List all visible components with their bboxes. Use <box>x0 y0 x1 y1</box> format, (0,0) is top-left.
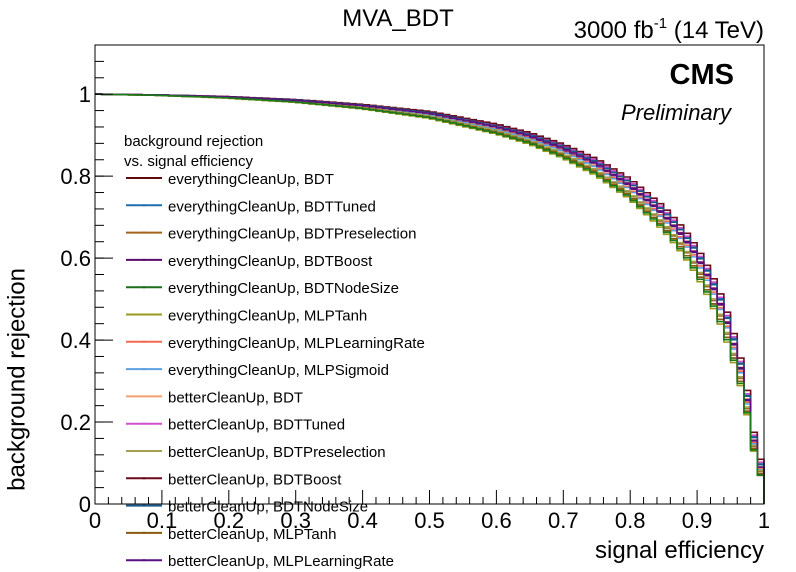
legend-marker <box>143 368 145 371</box>
x-tick-label: 0.7 <box>548 508 579 533</box>
legend-label: everythingCleanUp, MLPSigmoid <box>168 362 389 379</box>
lumi-label: 3000 fb-1 (14 TeV) <box>574 15 764 44</box>
legend-marker <box>143 450 145 452</box>
x-axis-ticks: 0 0.1 0.2 0.3 0.4 0.5 0.6 0.7 0.8 0.9 1 <box>89 490 770 533</box>
legend-marker <box>143 477 145 480</box>
legend-label: everythingCleanUp, BDTNodeSize <box>168 280 399 297</box>
x-tick-label: 0.8 <box>615 508 646 533</box>
legend-label: betterCleanUp, MLPLearningRate <box>168 553 394 570</box>
legend-label: betterCleanUp, MLPTanh <box>168 526 336 543</box>
legend-marker <box>143 395 145 398</box>
legend-header-line-1: background rejection <box>124 133 263 150</box>
legend-label: everythingCleanUp, MLPLearningRate <box>168 335 425 352</box>
legend-marker <box>143 313 145 316</box>
legend-marker <box>143 286 145 289</box>
x-tick-label: 0.3 <box>280 508 311 533</box>
legend-label: betterCleanUp, BDTNodeSize <box>168 499 368 516</box>
legend-label: everythingCleanUp, BDTBoost <box>168 253 373 270</box>
legend-marker <box>143 177 145 179</box>
y-tick-label: 0.2 <box>60 410 91 435</box>
legend-label: everythingCleanUp, MLPTanh <box>168 308 367 325</box>
legend-label: betterCleanUp, BDTPreselection <box>168 444 386 461</box>
x-tick-label: 0 <box>89 508 101 533</box>
legend-label: betterCleanUp, BDTBoost <box>168 471 342 488</box>
lumi-label-sup: -1 <box>654 15 667 32</box>
legend-entries: everythingCleanUp, BDT everythingCleanUp,… <box>126 171 425 570</box>
legend-label: everythingCleanUp, BDT <box>168 171 334 188</box>
legend-marker <box>143 504 145 507</box>
x-tick-label: 0.1 <box>147 508 178 533</box>
legend-marker <box>143 340 145 343</box>
y-axis-label: background rejection <box>3 268 30 491</box>
x-tick-label: 0.6 <box>481 508 512 533</box>
legend-label: betterCleanUp, BDT <box>168 389 303 406</box>
y-axis-ticks: 0 0.2 0.4 0.6 0.8 1 <box>60 44 113 517</box>
y-tick-label: 0 <box>79 492 91 517</box>
legend-label: betterCleanUp, BDTTuned <box>168 417 345 434</box>
legend-label: everythingCleanUp, BDTPreselection <box>168 226 416 243</box>
y-tick-label: 0.8 <box>60 164 91 189</box>
x-tick-label: 0.4 <box>347 508 378 533</box>
legend-marker <box>143 231 145 234</box>
x-tick-label: 0.9 <box>682 508 713 533</box>
preliminary-label: Preliminary <box>621 100 733 125</box>
y-tick-label: 0.6 <box>60 246 91 271</box>
legend-marker <box>143 204 145 207</box>
legend-marker <box>143 559 145 562</box>
legend: background rejection vs. signal efficien… <box>124 133 425 570</box>
legend-marker <box>143 531 145 534</box>
x-tick-label: 0.2 <box>214 508 245 533</box>
chart-title: MVA_BDT <box>342 5 454 32</box>
roc-curves <box>95 93 765 504</box>
roc-curve <box>95 93 765 504</box>
lumi-label-rest: (14 TeV) <box>667 17 764 44</box>
legend-marker <box>143 422 145 425</box>
lumi-label-base: 3000 fb <box>574 17 654 44</box>
legend-marker <box>143 258 145 261</box>
x-tick-label: 1 <box>758 508 770 533</box>
legend-header-line-2: vs. signal efficiency <box>124 153 253 170</box>
y-tick-label: 1 <box>79 82 91 107</box>
legend-label: everythingCleanUp, BDTTuned <box>168 198 376 215</box>
y-tick-label: 0.4 <box>60 328 91 353</box>
x-tick-label: 0.5 <box>414 508 445 533</box>
x-axis-label: signal efficiency <box>595 537 764 564</box>
cms-label: CMS <box>670 59 734 91</box>
